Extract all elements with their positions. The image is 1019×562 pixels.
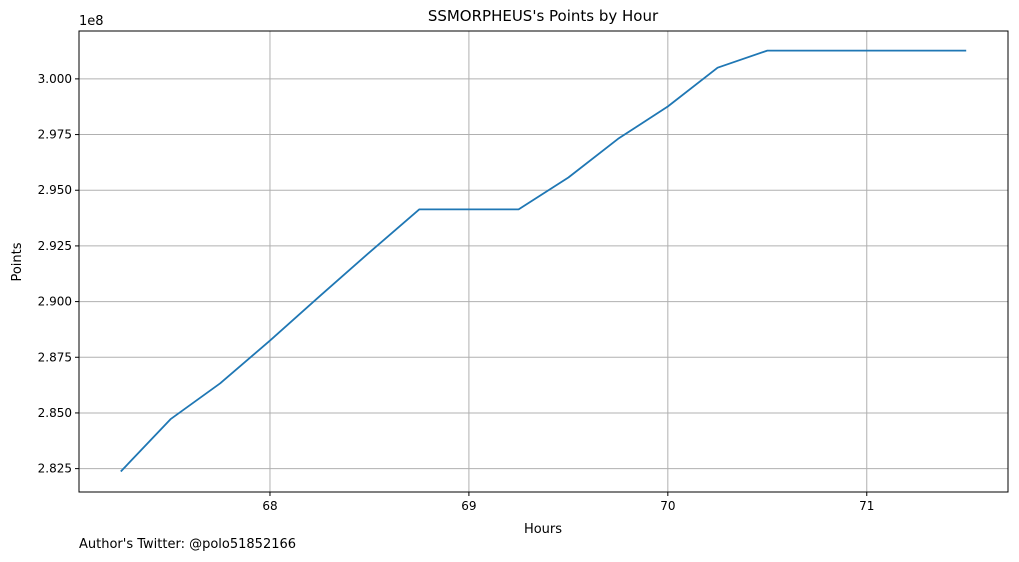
axis-ticks: 68 69 70 71 2.825 2.850 2.875 2.900 2.925 2.950 2.… — [38, 72, 875, 513]
series-line — [121, 51, 966, 472]
y-tick-label: 2.900 — [38, 295, 72, 309]
x-tick-label: 70 — [660, 499, 675, 513]
y-tick-label: 3.000 — [38, 72, 72, 86]
x-axis-label: Hours — [524, 522, 562, 537]
y-axis-label: Points — [10, 242, 25, 281]
x-tick-label: 69 — [461, 499, 476, 513]
x-tick-label: 71 — [859, 499, 874, 513]
y-axis-offset-label: 1e8 — [79, 14, 104, 29]
y-tick-label: 2.825 — [38, 462, 72, 476]
y-tick-label: 2.875 — [38, 350, 72, 364]
series-layer — [121, 51, 966, 472]
x-tick-label: 68 — [262, 499, 277, 513]
y-tick-label: 2.850 — [38, 406, 72, 420]
y-tick-label: 2.975 — [38, 128, 72, 142]
y-tick-label: 2.950 — [38, 183, 72, 197]
author-credit: Author's Twitter: @polo51852166 — [79, 537, 296, 552]
plot-frame — [79, 31, 1008, 492]
grid-lines — [79, 31, 1008, 492]
y-tick-label: 2.925 — [38, 239, 72, 253]
chart-title: SSMORPHEUS's Points by Hour — [428, 7, 659, 25]
